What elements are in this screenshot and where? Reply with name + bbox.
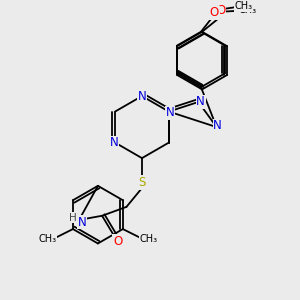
Text: N: N xyxy=(166,106,174,119)
Text: CH₃: CH₃ xyxy=(234,1,252,11)
Text: S: S xyxy=(138,176,146,189)
Text: O: O xyxy=(216,4,226,17)
Text: CH₃: CH₃ xyxy=(238,4,256,15)
Text: N: N xyxy=(196,95,205,109)
Text: N: N xyxy=(110,136,118,149)
Text: O: O xyxy=(210,6,219,20)
Text: H: H xyxy=(69,213,77,223)
Text: CH₃: CH₃ xyxy=(139,234,158,244)
Text: N: N xyxy=(78,216,86,229)
Text: O: O xyxy=(113,235,122,248)
Text: N: N xyxy=(138,89,146,103)
Text: N: N xyxy=(213,119,222,133)
Text: CH₃: CH₃ xyxy=(38,234,56,244)
